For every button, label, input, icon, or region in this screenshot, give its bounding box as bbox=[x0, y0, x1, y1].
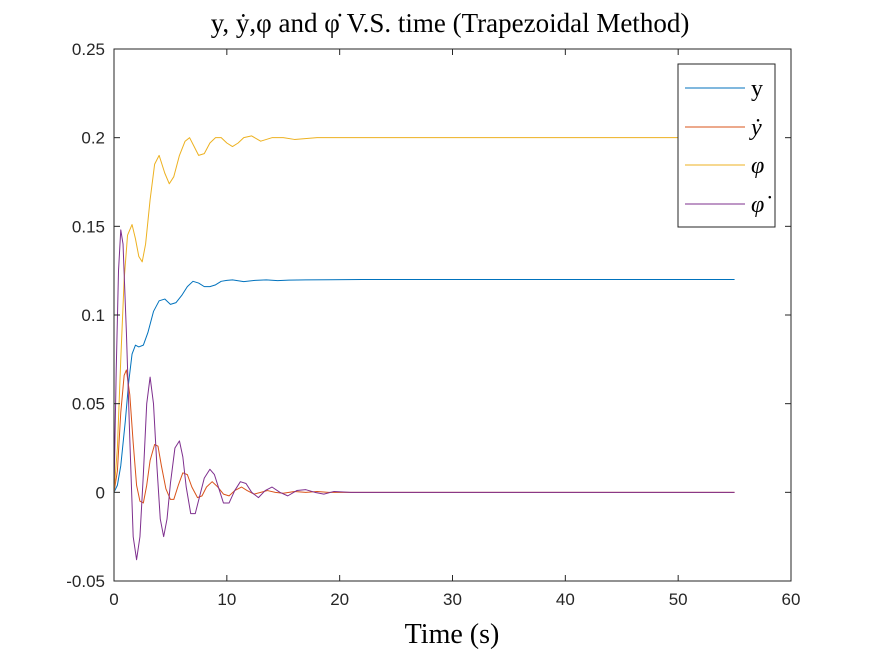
x-tick-label: 30 bbox=[443, 590, 462, 609]
x-tick-label: 0 bbox=[109, 590, 118, 609]
y-tick-label: 0 bbox=[96, 483, 105, 502]
x-tick-label: 10 bbox=[217, 590, 236, 609]
legend-label: φ bbox=[751, 153, 764, 179]
y-tick-label: 0.25 bbox=[72, 40, 105, 59]
series-line-1 bbox=[113, 279, 735, 493]
series-line-4 bbox=[113, 229, 735, 561]
legend-box bbox=[677, 63, 776, 228]
series-line-2 bbox=[113, 369, 735, 504]
x-tick-label: 50 bbox=[669, 590, 688, 609]
series-group bbox=[113, 135, 735, 561]
chart-title: y, ẏ,φ and φ̇ V.S. time (Trapezoidal Met… bbox=[211, 8, 690, 38]
legend-label: ẏ bbox=[749, 115, 762, 141]
y-tick-label: 0.1 bbox=[81, 306, 105, 325]
series-line-3 bbox=[113, 135, 735, 493]
y-tick-label: 0.15 bbox=[72, 217, 105, 236]
y-tick-label: 0.2 bbox=[81, 129, 105, 148]
x-axis-label: Time (s) bbox=[405, 619, 500, 650]
x-axis: 0 10 20 30 40 50 60 bbox=[109, 49, 800, 609]
legend-label: y bbox=[751, 76, 763, 102]
x-tick-label: 40 bbox=[556, 590, 575, 609]
x-tick-label: 60 bbox=[782, 590, 801, 609]
y-axis: -0.05 0 0.05 0.1 0.15 0.2 0.25 bbox=[66, 40, 791, 591]
y-tick-label: 0.05 bbox=[72, 395, 105, 414]
x-tick-label: 20 bbox=[330, 590, 349, 609]
y-tick-label: -0.05 bbox=[66, 572, 105, 591]
